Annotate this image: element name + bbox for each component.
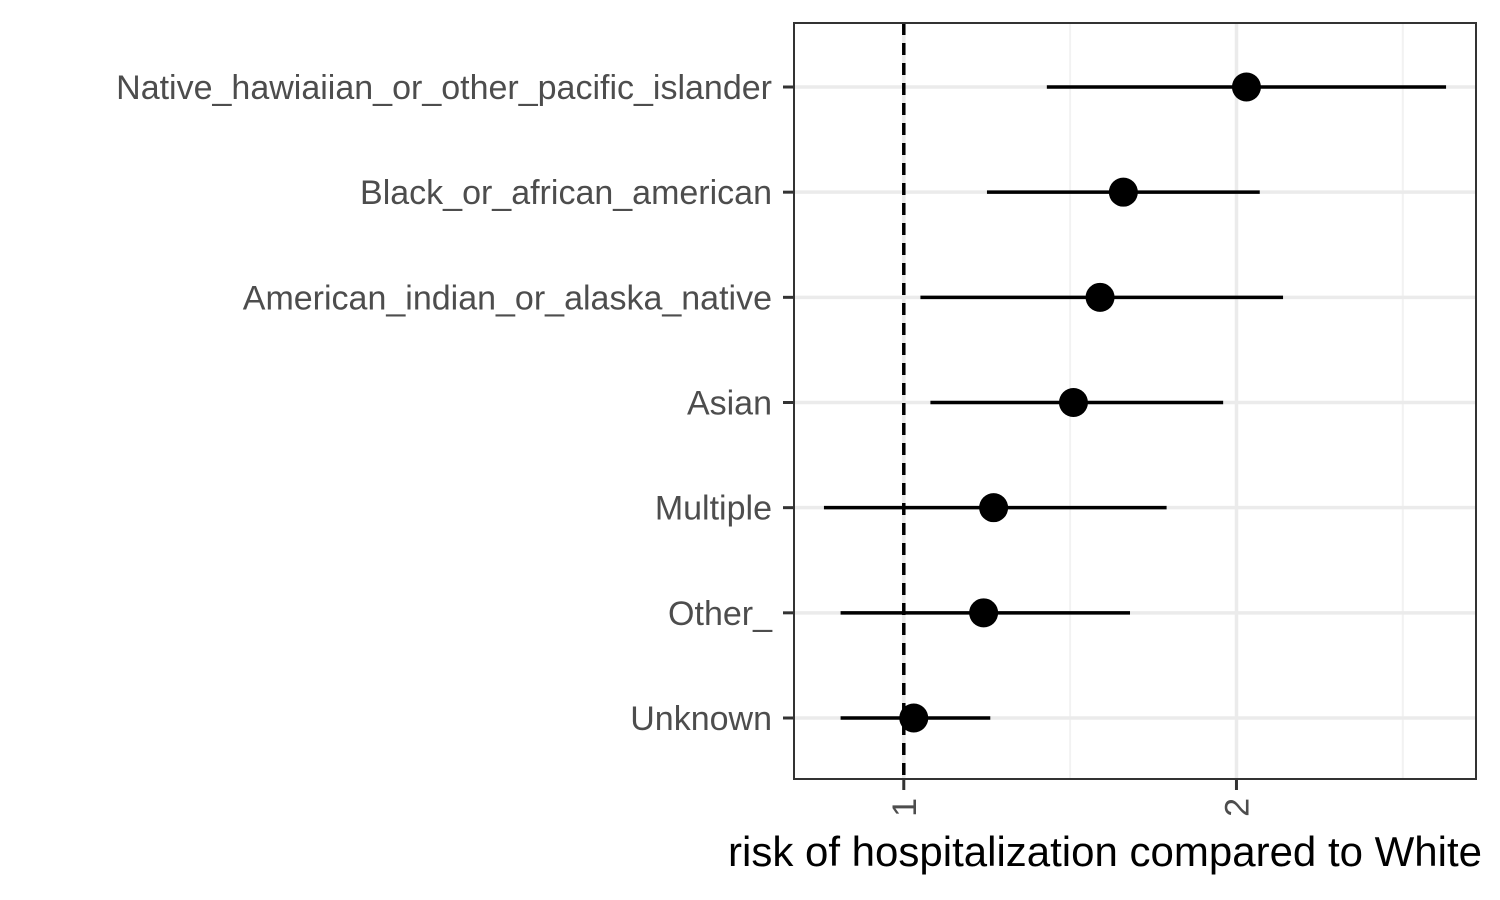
estimate-point bbox=[1085, 282, 1115, 312]
x-tick-label: 1 bbox=[886, 798, 924, 817]
y-tick-label: Asian bbox=[687, 385, 772, 423]
y-tick-label: American_indian_or_alaska_native bbox=[243, 279, 772, 317]
y-axis: Native_hawiaiian_or_other_pacific_island… bbox=[116, 69, 794, 738]
y-tick-label: Other_ bbox=[668, 595, 773, 633]
x-axis-title: risk of hospitalization compared to Whit… bbox=[728, 828, 1482, 875]
estimate-points bbox=[899, 72, 1261, 733]
y-tick-label: Multiple bbox=[655, 490, 772, 528]
estimate-point bbox=[969, 598, 999, 628]
estimate-point bbox=[1231, 72, 1261, 102]
y-tick-label: Black_or_african_american bbox=[360, 174, 772, 212]
y-tick-label: Native_hawiaiian_or_other_pacific_island… bbox=[116, 69, 772, 107]
estimate-point bbox=[1058, 388, 1088, 417]
estimate-point bbox=[899, 703, 929, 733]
y-tick-label: Unknown bbox=[630, 700, 772, 738]
estimate-point bbox=[1108, 177, 1138, 207]
x-tick-label: 2 bbox=[1218, 798, 1256, 817]
estimate-point bbox=[979, 493, 1009, 523]
